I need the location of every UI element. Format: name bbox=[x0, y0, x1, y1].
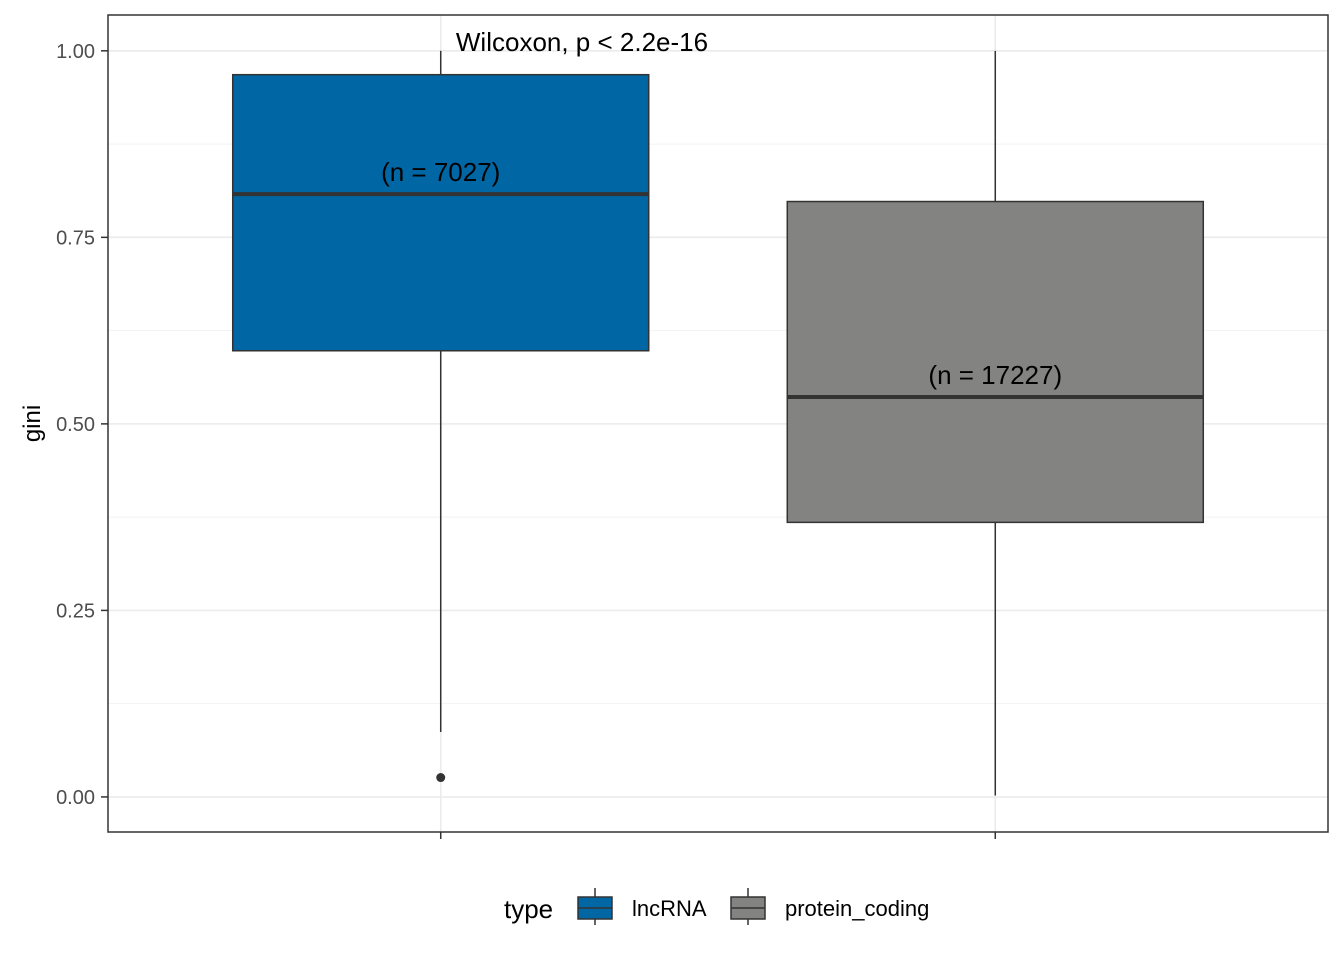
y-tick-label: 0.00 bbox=[56, 787, 95, 809]
legend-label: protein_coding bbox=[785, 896, 929, 921]
y-tick-label: 1.00 bbox=[56, 41, 95, 63]
legend-item-protein_coding: protein_coding bbox=[730, 888, 929, 925]
axes: 0.00 0.25 0.50 0.75 1.00 bbox=[56, 41, 997, 839]
boxes: (n = 7027) (n = 17227) bbox=[231, 50, 1205, 796]
box-lncRNA: (n = 7027) bbox=[231, 50, 650, 783]
y-tick-label: 0.75 bbox=[56, 227, 95, 249]
test-annotation: Wilcoxon, p < 2.2e-16 bbox=[456, 27, 708, 57]
y-axis-title: gini bbox=[19, 405, 46, 442]
legend-title: type bbox=[504, 894, 553, 924]
outlier-point bbox=[436, 773, 446, 783]
y-tick-label: 0.25 bbox=[56, 600, 95, 622]
y-tick-label: 0.50 bbox=[56, 414, 95, 436]
box-body bbox=[231, 73, 650, 352]
box-protein_coding: (n = 17227) bbox=[786, 50, 1205, 796]
legend-item-lncRNA: lncRNA bbox=[577, 888, 707, 925]
box-body bbox=[786, 200, 1205, 524]
legend-label: lncRNA bbox=[632, 896, 707, 921]
n-label: (n = 7027) bbox=[381, 157, 500, 187]
legend: type lncRNA protein_coding bbox=[504, 888, 929, 925]
n-label: (n = 17227) bbox=[928, 360, 1062, 390]
